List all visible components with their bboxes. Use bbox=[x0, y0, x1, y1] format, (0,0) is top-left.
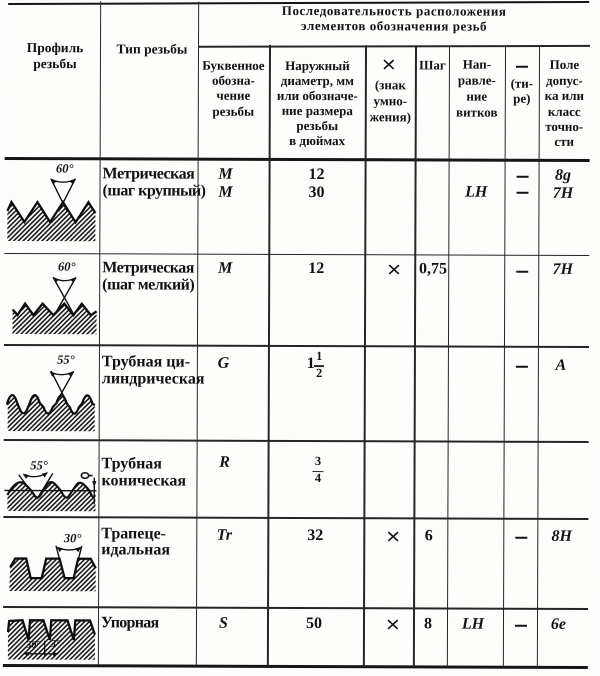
svg-text:55°: 55° bbox=[30, 458, 48, 472]
svg-text:55°: 55° bbox=[57, 353, 75, 367]
svg-text:3°: 3° bbox=[50, 639, 60, 650]
svg-text:60°: 60° bbox=[58, 260, 76, 274]
svg-text:30°: 30° bbox=[63, 531, 82, 545]
svg-text:30°: 30° bbox=[25, 640, 40, 651]
svg-text:60°: 60° bbox=[56, 161, 74, 175]
